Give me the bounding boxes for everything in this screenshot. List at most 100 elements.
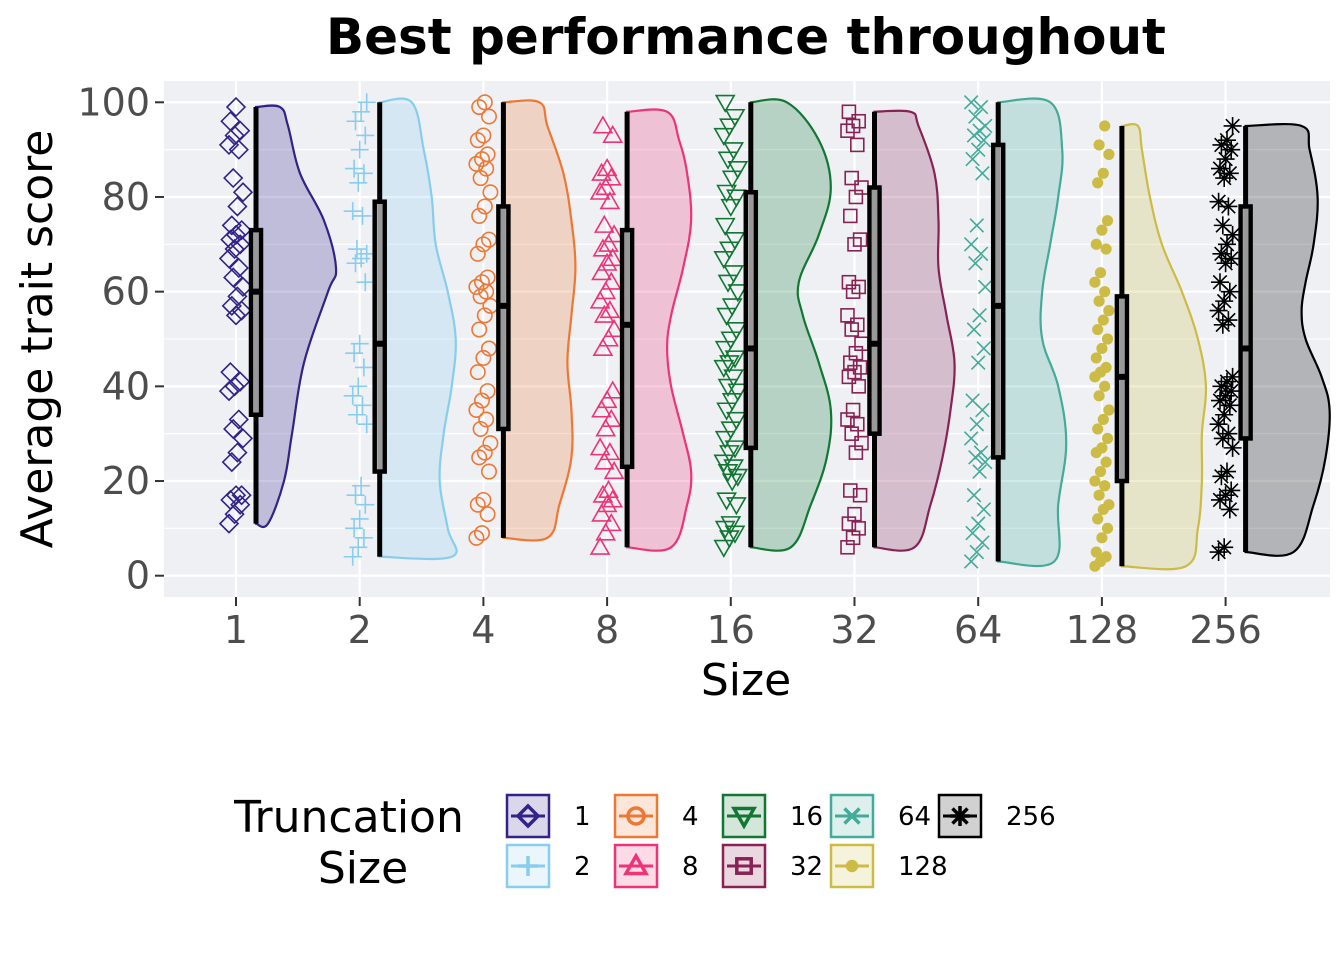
data-point (218, 513, 240, 534)
data-point (596, 157, 618, 177)
data-point (1218, 131, 1236, 150)
data-point (1222, 382, 1241, 401)
legend-label: 256 (1006, 802, 1056, 832)
raw-points (218, 93, 1242, 572)
data-point (1212, 244, 1231, 263)
data-point (472, 420, 489, 437)
data-point (223, 418, 244, 440)
legend-item: 32 (721, 843, 823, 889)
box-iqr (867, 185, 882, 436)
data-point (227, 442, 248, 463)
data-point (1096, 532, 1108, 544)
legend-key-marker (843, 807, 861, 825)
data-point (724, 232, 746, 251)
data-point (1209, 415, 1228, 434)
data-point (482, 435, 499, 452)
data-point (976, 341, 992, 356)
legend-label: 8 (682, 852, 699, 882)
data-point (850, 416, 865, 432)
data-point (589, 437, 611, 456)
data-point (476, 198, 493, 215)
data-point (218, 248, 240, 269)
data-point (716, 307, 737, 326)
data-point (346, 112, 365, 131)
data-point (600, 167, 622, 186)
data-point (1090, 238, 1102, 250)
data-point (1092, 513, 1104, 525)
density-cloud (997, 97, 1068, 568)
legend-item: 4 (613, 793, 699, 839)
chart-title: Best performance throughout (326, 8, 1166, 66)
data-point (1101, 333, 1114, 345)
data-point (968, 255, 983, 271)
data-point (963, 94, 979, 110)
data-point (972, 308, 987, 323)
data-point (228, 139, 249, 160)
data-point (714, 430, 736, 450)
data-point (479, 269, 496, 286)
data-point (1093, 390, 1105, 402)
data-point (600, 408, 622, 428)
data-point (603, 318, 625, 338)
data-point (589, 290, 611, 309)
x-axis: 1 2 4 8 16 32 64 128 256 (224, 597, 1262, 652)
data-point (596, 494, 618, 513)
data-point (599, 191, 621, 210)
data-point (479, 146, 496, 163)
data-point (844, 426, 859, 441)
data-point (599, 442, 621, 461)
data-point (852, 360, 868, 375)
data-point (232, 428, 254, 449)
data-point (600, 271, 622, 290)
legend-item: 128 (829, 843, 948, 889)
data-point (969, 416, 985, 432)
data-point (230, 120, 251, 141)
y-axis: 0 20 40 60 80 100 (77, 80, 164, 598)
data-point (1096, 224, 1108, 236)
data-point (230, 371, 251, 392)
data-point (600, 513, 622, 532)
data-point (231, 219, 252, 241)
data-point (844, 170, 859, 186)
data-point (963, 554, 979, 569)
data-point (1220, 500, 1239, 519)
data-point (345, 159, 364, 178)
box-iqr (248, 227, 264, 417)
legend-key-marker (730, 806, 758, 830)
data-point (847, 237, 862, 252)
x-tick-label: 1 (224, 608, 248, 652)
density-clouds (254, 97, 1331, 571)
data-point (970, 142, 986, 157)
legend-key-marker (518, 856, 538, 876)
data-point (353, 396, 372, 415)
data-point (840, 123, 855, 138)
data-point (598, 328, 619, 347)
data-point (593, 304, 615, 323)
data-point (848, 445, 864, 460)
data-point (1211, 273, 1229, 292)
data-point (343, 547, 362, 566)
data-point (1100, 456, 1112, 468)
data-point (726, 189, 747, 208)
data-point (475, 491, 492, 508)
data-point (476, 444, 493, 461)
legend-title: Truncation Size (233, 792, 478, 894)
data-point (595, 176, 617, 196)
data-point (224, 504, 245, 525)
box-iqr (1114, 294, 1130, 484)
legend-key-marker (626, 806, 646, 826)
data-point (1220, 396, 1239, 415)
y-tick-label: 0 (126, 554, 150, 598)
data-point (1099, 380, 1111, 392)
data-point (852, 487, 868, 503)
data-point (602, 124, 624, 143)
data-point (1090, 352, 1102, 364)
data-point (220, 111, 241, 132)
data-point (1222, 140, 1241, 159)
data-point (714, 340, 736, 360)
data-point (228, 257, 249, 279)
data-point (1218, 462, 1236, 481)
data-point (595, 418, 617, 437)
legend-label: 64 (898, 802, 931, 832)
data-point (472, 170, 489, 187)
